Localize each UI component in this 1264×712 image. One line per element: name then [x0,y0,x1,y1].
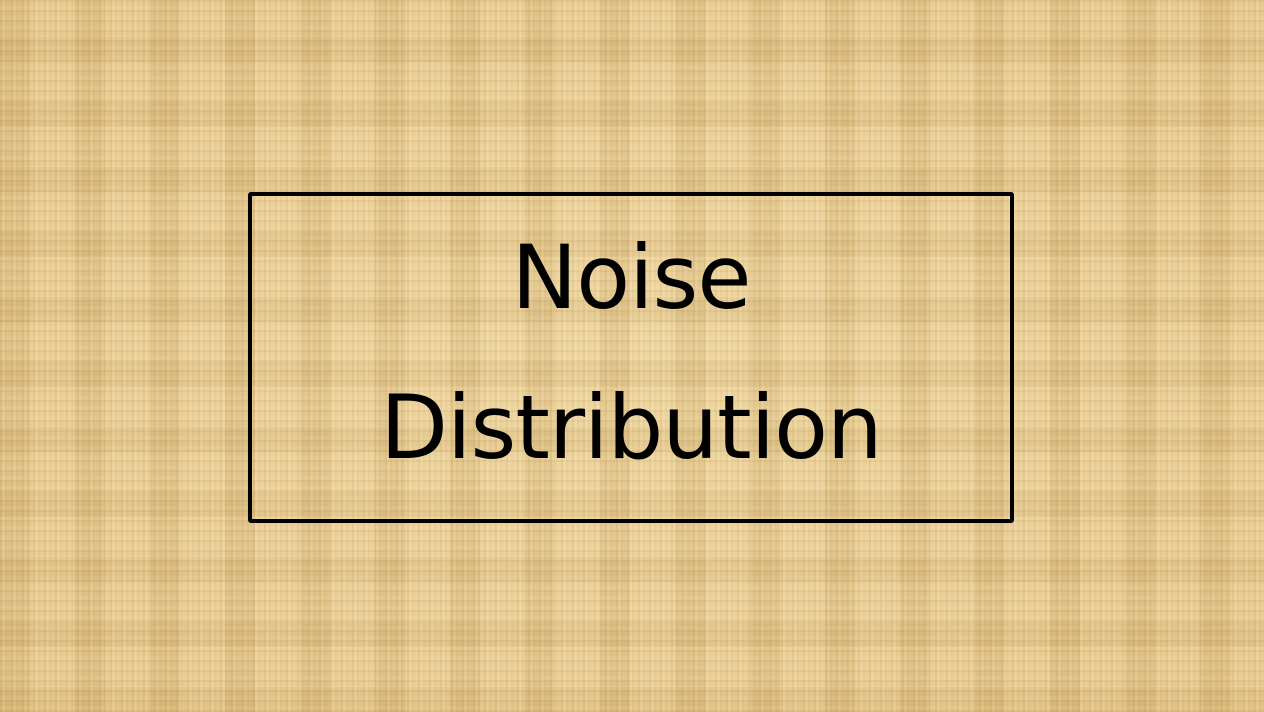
title-box: Noise Distribution [248,192,1014,523]
title-line-1: Noise [511,225,751,329]
title-line-2: Distribution [380,375,882,479]
